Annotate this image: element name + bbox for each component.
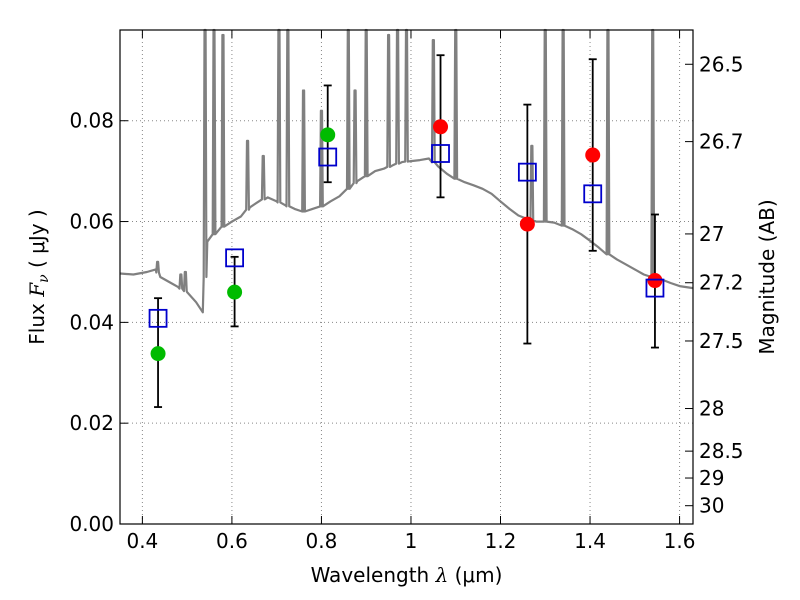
magnitude-axis-label: Magnitude (AB): [755, 199, 779, 354]
x-axis-label-symbol: λ: [435, 563, 449, 587]
y-tick-label: 0.08: [69, 109, 114, 133]
model-point: [148, 308, 168, 328]
observed-point-red: [585, 147, 601, 163]
x-tick-label: 0.6: [216, 529, 248, 553]
observed-point-red: [519, 216, 535, 232]
y-axis-label-suffix: ( μJy ): [25, 209, 49, 274]
magnitude-tick-label: 26.5: [699, 52, 744, 76]
y-axis-label-prefix: Flux: [25, 297, 49, 345]
y-tick-label: 0.06: [69, 210, 114, 234]
x-tick-label: 0.4: [126, 529, 158, 553]
magnitude-tick-label: 28: [699, 397, 724, 421]
observed-point-green: [150, 346, 166, 362]
x-axis-label: Wavelength λ (μm): [311, 563, 503, 587]
y-axis-label-symbol: F: [25, 282, 49, 298]
magnitude-tick-label: 27: [699, 222, 724, 246]
magnitude-tick-label: 29: [699, 466, 724, 490]
x-axis-label-prefix: Wavelength: [311, 563, 436, 587]
template-spectrum: [119, 28, 694, 314]
model-point: [225, 248, 245, 268]
magnitude-tick-label: 27.2: [699, 271, 744, 295]
y-tick-label: 0.02: [69, 411, 114, 435]
y-axis-label-subscript: ν: [36, 274, 52, 283]
x-tick-label: 0.8: [306, 529, 338, 553]
magnitude-tick-label: 27.5: [699, 329, 744, 353]
observed-point-green: [320, 127, 336, 143]
observed-point-green: [227, 284, 243, 300]
y-tick-label: 0.00: [69, 512, 114, 536]
magnitude-tick-label: 28.5: [699, 439, 744, 463]
magnitude-tick-label: 30: [699, 494, 724, 518]
y-axis-label: Flux Fν ( μJy ): [25, 209, 52, 344]
x-tick-label: 1.2: [485, 529, 517, 553]
tick-layer: 0.4 0.6 0.8 1 1.2 1.4 1.6 0.00 0.02 0.04 0.06 0.08 2…: [69, 30, 744, 553]
observed-point-red: [647, 273, 663, 289]
x-tick-label: 1.6: [664, 529, 696, 553]
x-tick-label: 1.4: [574, 529, 606, 553]
model-point: [645, 278, 665, 298]
y-tick-label: 0.04: [69, 310, 114, 334]
model-point: [431, 144, 450, 163]
model-point: [517, 162, 537, 182]
model-points: [148, 144, 665, 328]
observed-point-red: [433, 119, 449, 135]
x-axis-label-suffix: (μm): [448, 563, 502, 587]
magnitude-tick-label: 26.7: [699, 130, 744, 154]
plot-frame: [119, 29, 694, 525]
template-spectrum-line: [119, 28, 694, 314]
observed-points: [150, 119, 663, 362]
x-tick-label: 1: [405, 529, 418, 553]
model-point: [318, 147, 338, 167]
model-point: [583, 184, 603, 204]
